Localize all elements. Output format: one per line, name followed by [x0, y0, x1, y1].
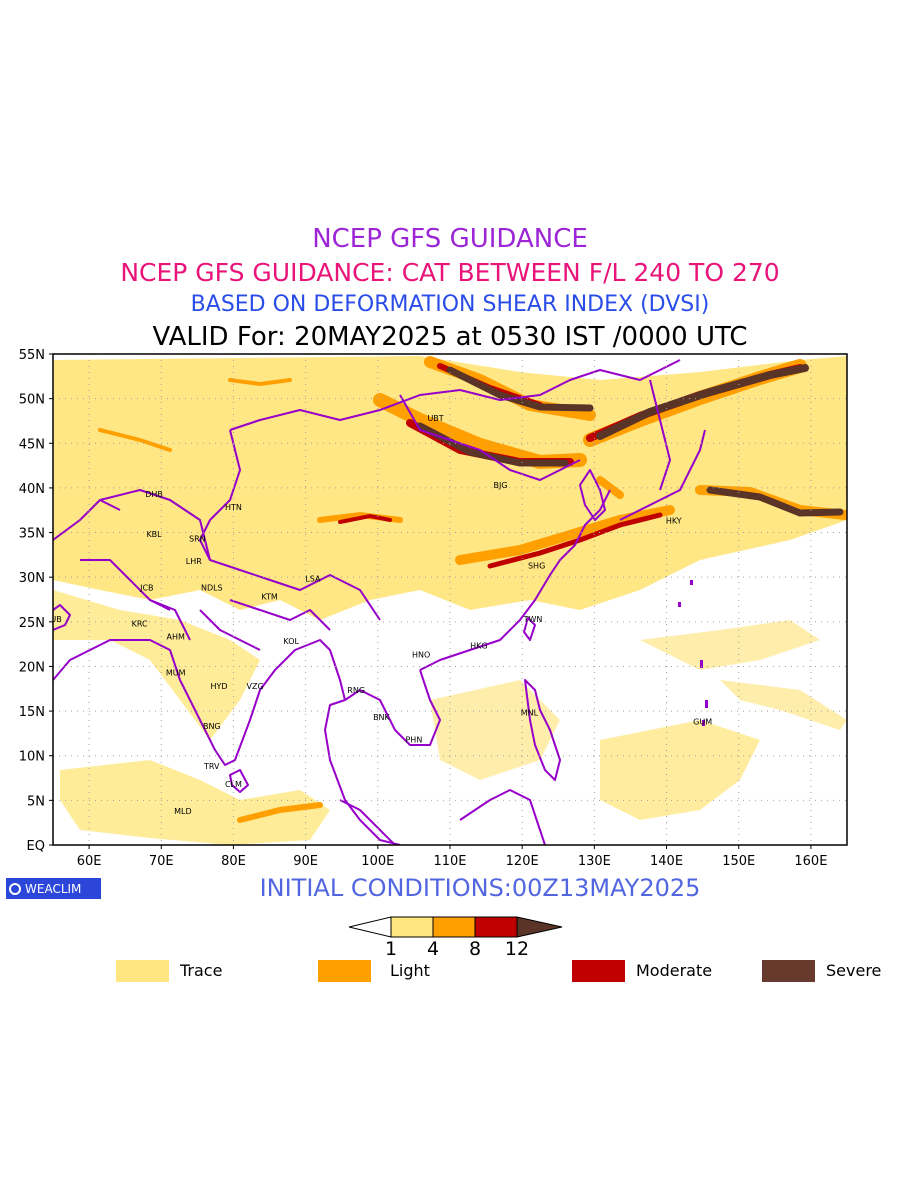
city-label-htn: HTN [225, 503, 242, 512]
country-boundaries [53, 359, 706, 845]
city-label-ahm: AHM [167, 633, 185, 642]
initial-conditions: INITIAL CONDITIONS:00Z13MAY2025 [259, 874, 701, 902]
colorbar: 1 4 8 12 [348, 916, 563, 960]
lat-label: 55N [19, 348, 45, 363]
lon-label: 60E [77, 854, 102, 869]
colorbar-segment [390, 916, 434, 938]
lat-label: 10N [19, 750, 45, 765]
city-label-lhr: LHR [186, 557, 202, 566]
island-marks [678, 580, 708, 726]
legend-swatch-moderate [572, 960, 625, 982]
lat-label: EQ [27, 839, 45, 854]
lat-label: 45N [19, 437, 45, 452]
city-label-bjg: BJG [494, 481, 508, 490]
city-label-ktm: KTM [261, 593, 278, 602]
legend-label-light: Light [390, 961, 430, 980]
city-label-vzg: VZG [247, 682, 264, 691]
lon-label: 80E [221, 854, 246, 869]
valid-time: VALID For: 20MAY2025 at 0530 IST /0000 U… [152, 322, 748, 352]
city-label-hyd: HYD [210, 682, 227, 691]
main-title: NCEP GFS GUIDANCE [312, 224, 588, 254]
legend-label-trace: Trace [180, 961, 223, 980]
lat-label: 50N [19, 393, 45, 408]
lat-label: 35N [19, 527, 45, 542]
city-label-rng: RNG [347, 686, 365, 695]
lon-label: 150E [722, 854, 755, 869]
city-label-mld: MLD [174, 807, 192, 816]
city-label-hkg: HKG [470, 642, 487, 651]
map-area: UBT BJG DHB HTN KBL SRN LHR HKY SHG LSA JCB NDLS KTM… [44, 354, 847, 845]
city-label-phn: PHN [405, 735, 422, 744]
lat-label: 20N [19, 660, 45, 675]
city-label-bnk: BNK [373, 713, 390, 722]
lat-label: 25N [19, 616, 45, 631]
city-label-shg: SHG [528, 561, 545, 570]
city-label-mum: MUM [166, 668, 186, 677]
lon-label: 70E [149, 854, 174, 869]
city-label-kol: KOL [283, 637, 299, 646]
lon-label: 160E [794, 854, 827, 869]
legend-label-moderate: Moderate [636, 961, 713, 980]
city-label-hky: HKY [666, 517, 682, 526]
logo-text: WEACLIM [25, 881, 82, 896]
lon-label: 100E [361, 854, 394, 869]
city-label-clm: CLM [225, 780, 242, 789]
city-label-kbl: KBL [146, 530, 162, 539]
colorbar-segment [474, 916, 518, 938]
city-label-bng: BNG [203, 722, 221, 731]
map-axes: 55N 50N 45N 40N 35N 30N 25N 20N 15N 10N 5N EQ 60E 70E… [19, 348, 828, 869]
lon-label: 90E [293, 854, 318, 869]
colorbar-under-arrow [348, 916, 392, 938]
lat-lon-grid [53, 354, 847, 845]
legend-label-severe: Severe [826, 961, 882, 980]
city-label-trv: TRV [203, 762, 220, 771]
weaclim-logo: WEACLIM [6, 878, 101, 899]
colorbar-tick-label: 8 [469, 938, 481, 960]
lon-label: 130E [578, 854, 611, 869]
lat-label: 30N [19, 571, 45, 586]
lat-label: 40N [19, 482, 45, 497]
city-label-ndls: NDLS [201, 584, 223, 593]
legend-swatch-trace [116, 960, 169, 982]
colorbar-tick-label: 12 [505, 938, 529, 960]
lon-label: 110E [433, 854, 466, 869]
city-label-lsa: LSA [305, 575, 321, 584]
colorbar-segment [432, 916, 476, 938]
lon-label: 140E [650, 854, 683, 869]
city-label-hno: HNO [412, 651, 430, 660]
lon-label: 120E [506, 854, 539, 869]
product-title: NCEP GFS GUIDANCE: CAT BETWEEN F/L 240 T… [120, 258, 780, 287]
legend-swatch-severe [762, 960, 815, 982]
lat-label: 5N [27, 794, 45, 809]
logo-ring-icon [9, 882, 21, 895]
city-label-mnl: MNL [521, 709, 539, 718]
method-subtitle: BASED ON DEFORMATION SHEAR INDEX (DVSI) [190, 292, 710, 317]
lat-label: 15N [19, 705, 45, 720]
city-labels: UBT BJG DHB HTN KBL SRN LHR HKY SHG LSA JCB NDLS KTM… [44, 414, 712, 816]
city-label-krc: KRC [132, 619, 148, 628]
city-label-twn: TWN [523, 615, 543, 624]
city-label-jcb: JCB [139, 584, 153, 593]
city-label-srn: SRN [189, 534, 206, 543]
city-label-dhb: DHB [145, 490, 163, 499]
colorbar-tick-label: 4 [427, 938, 439, 960]
legend-swatch-light [318, 960, 371, 982]
colorbar-over-arrow [516, 916, 563, 938]
city-label-dub: DUB [44, 615, 62, 624]
colorbar-tick-label: 1 [385, 938, 397, 960]
city-label-ubt: UBT [427, 414, 443, 423]
city-label-gum: GUM [693, 717, 712, 726]
